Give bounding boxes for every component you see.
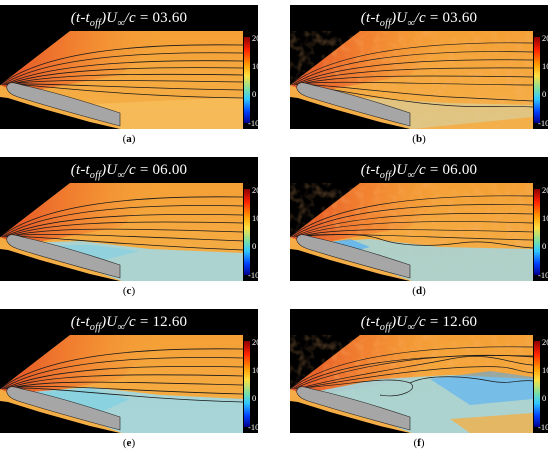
panel-title-e: (t-toff)U∞/c = 12.60 [70,314,188,333]
caption-d: (d) [412,285,426,297]
panel-title-f: (t-toff)U∞/c = 12.60 [360,314,478,333]
panel-title-c: (t-toff)U∞/c = 06.00 [70,162,188,181]
flow-panel-e: (t-toff)U∞/c = 12.60 [0,309,258,433]
panel-title-a: (t-toff)U∞/c = 03.60 [70,10,188,29]
caption-b: (b) [412,133,426,145]
flow-panel-b: (t-toff)U∞/c = 03.60 [290,5,548,129]
flow-panel-f: (t-toff)U∞/c = 12.60 [290,309,548,433]
flow-panel-a: (t-toff)U∞/c = 03.60 [0,5,258,129]
caption-a: (a) [122,133,136,145]
caption-f: (f) [413,437,425,449]
panel-title-d: (t-toff)U∞/c = 06.00 [360,162,478,181]
flow-panel-d: (t-toff)U∞/c = 06.00 [290,157,548,281]
caption-e: (e) [122,437,136,449]
panel-title-b: (t-toff)U∞/c = 03.60 [360,10,478,29]
caption-c: (c) [122,285,136,297]
flow-panel-c: (t-toff)U∞/c = 06.00 [0,157,258,281]
